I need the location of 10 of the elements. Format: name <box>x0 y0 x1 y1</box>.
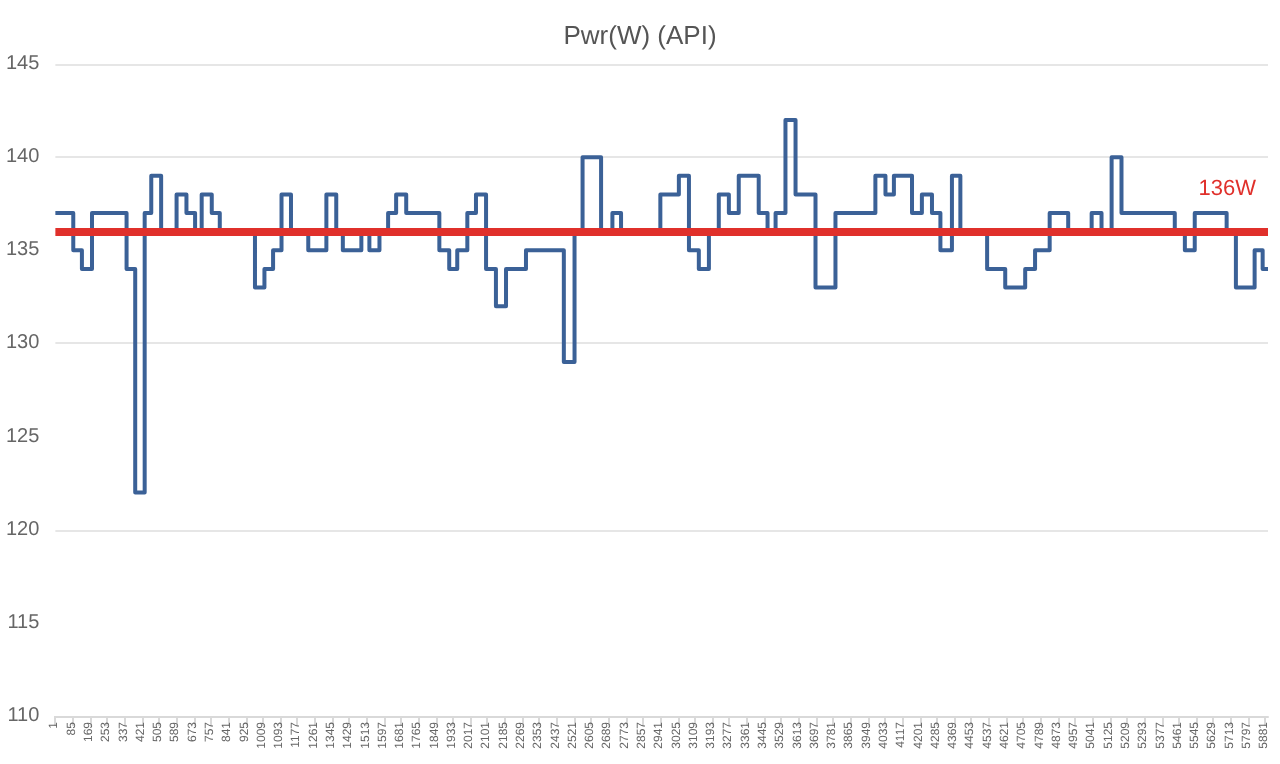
y-tick-label: 110 <box>7 705 41 727</box>
y-tick-label: 140 <box>5 146 41 169</box>
y-tick-label: 120 <box>5 518 41 541</box>
ref-line-label: 136W <box>1198 176 1258 201</box>
y-tick-label: 135 <box>5 239 41 262</box>
y-tick-label: 115 <box>7 611 41 634</box>
y-tick-label: 125 <box>5 425 41 448</box>
y-tick-label: 145 <box>5 53 41 75</box>
chart-title: Pwr(W) (API) <box>563 20 717 50</box>
y-tick-label: 130 <box>5 332 41 355</box>
